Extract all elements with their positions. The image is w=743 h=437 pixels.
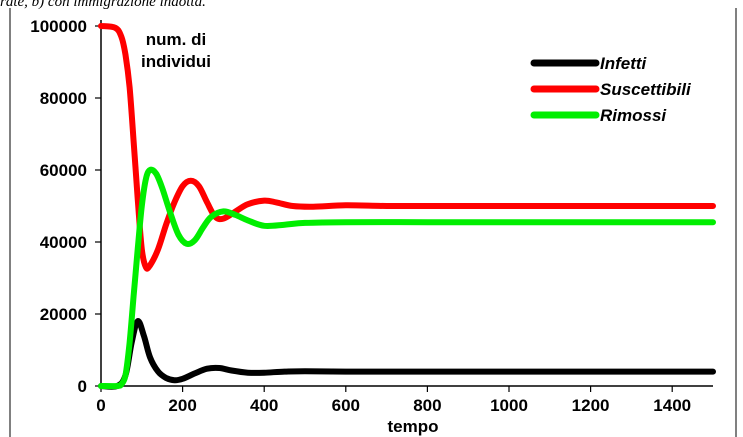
x-tick-label: 1400 [653,396,691,415]
y-tick-label: 80000 [40,89,87,108]
x-axis-label: tempo [388,417,439,436]
legend-label-rimossi: Rimossi [600,106,667,125]
y-tick-label: 40000 [40,233,87,252]
series-line-infetti [98,318,716,390]
y-axis-label: individui [141,52,211,71]
x-tick-label: 1000 [490,396,528,415]
legend-label-infetti: Infetti [600,54,648,73]
x-tick-label: 600 [332,396,360,415]
x-tick-label: 800 [413,396,441,415]
x-tick-label: 400 [250,396,278,415]
x-tick-label: 0 [96,396,105,415]
y-tick-label: 60000 [40,161,87,180]
x-tick-label: 200 [168,396,196,415]
series-line-suscettibili [98,23,716,272]
figure-caption: rate, b) con immigrazione indotta. [0,0,206,10]
x-tick-label: 1200 [572,396,610,415]
y-tick-label: 100000 [30,17,87,36]
y-tick-label: 20000 [40,305,87,324]
series-line-rimossi [98,166,716,390]
legend-label-suscettibili: Suscettibili [600,80,692,99]
y-tick-label: 0 [78,377,87,396]
y-axis-label: num. di [146,30,206,49]
